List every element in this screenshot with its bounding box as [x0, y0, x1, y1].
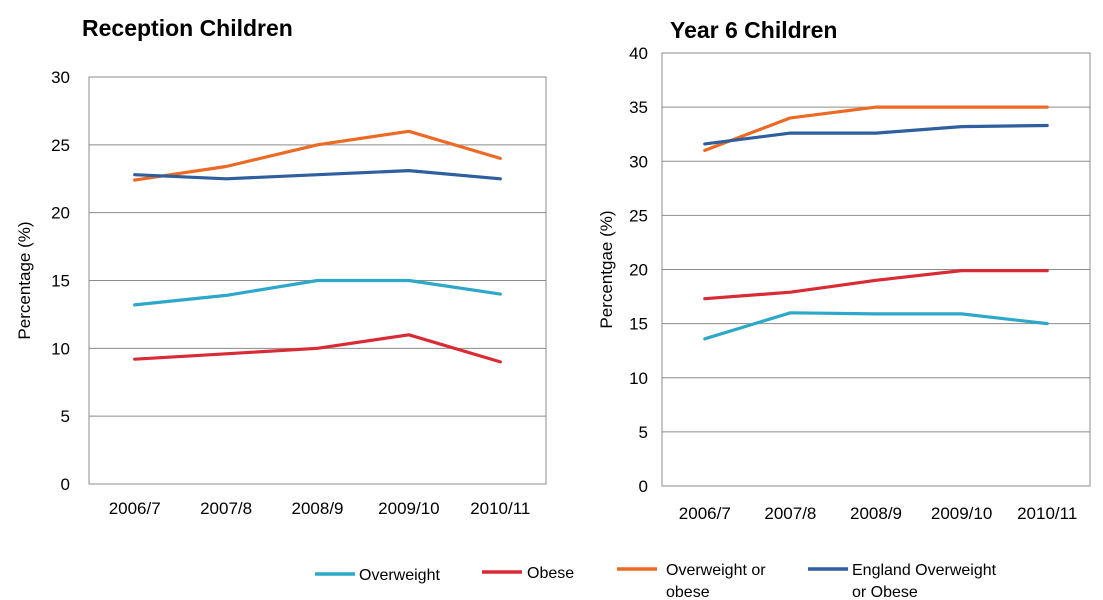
chart-title: Reception Children [82, 15, 293, 41]
x-tick-label: 2008/9 [292, 499, 344, 518]
x-tick-label: 2006/7 [109, 499, 161, 518]
y-tick-label: 30 [629, 152, 648, 171]
chart-year-6-children: Year 6 Children 0 5 10 15 20 25 30 35 40 2006/7 200… [597, 17, 1091, 523]
chart-reception-children: Reception Children 0 5 10 15 20 25 30 2006/7 2007… [15, 15, 547, 518]
series-line-obese [133, 333, 502, 364]
y-tick-label: 20 [629, 261, 648, 280]
legend-label: England Overweight [852, 562, 997, 579]
y-tick-label: 25 [629, 206, 648, 225]
x-tick-label: 2009/10 [378, 499, 439, 518]
plot-area [661, 52, 1091, 487]
legend-label: Obese [527, 565, 574, 582]
y-tick-label: 5 [61, 407, 70, 426]
y-tick-label: 0 [639, 477, 648, 496]
y-tick-label: 40 [629, 44, 648, 63]
y-tick-label: 20 [51, 204, 70, 223]
series-line-overweight [133, 278, 502, 307]
x-tick-label: 2009/10 [931, 504, 992, 523]
x-tick-label: 2007/8 [764, 504, 816, 523]
y-axis-label: Percentage (%) [15, 221, 34, 339]
y-tick-label: 0 [61, 475, 70, 494]
series-line-overweight [703, 311, 1049, 341]
x-tick-label: 2008/9 [850, 504, 902, 523]
x-tick-label: 2010/11 [1017, 504, 1077, 523]
plot-area [88, 76, 547, 485]
legend-label: Overweight or [666, 562, 766, 579]
legend-label: Overweight [359, 567, 440, 584]
y-tick-label: 10 [51, 339, 70, 358]
series-line-obese [703, 269, 1049, 301]
series-line-england-overweight-or-obese [703, 123, 1049, 146]
y-axis-label: Percentgae (%) [597, 210, 616, 328]
legend-label: or Obese [852, 584, 918, 600]
y-tick-label: 10 [629, 369, 648, 388]
legend: Overweight Obese Overweight or obese England… [315, 562, 997, 600]
x-tick-label: 2006/7 [679, 504, 731, 523]
y-tick-label: 30 [51, 68, 70, 87]
series-line-england-overweight-or-obese [133, 169, 502, 181]
chart-title: Year 6 Children [670, 17, 837, 43]
series-line-overweight-or-obese [703, 105, 1049, 152]
y-tick-label: 35 [629, 98, 648, 117]
y-tick-label: 15 [629, 315, 648, 334]
x-tick-label: 2010/11 [470, 499, 530, 518]
x-tick-label: 2007/8 [200, 499, 252, 518]
series-line-overweight-or-obese [133, 129, 502, 182]
legend-label: obese [666, 584, 710, 600]
y-tick-label: 25 [51, 136, 70, 155]
y-tick-label: 15 [51, 272, 70, 291]
y-tick-label: 5 [639, 423, 648, 442]
